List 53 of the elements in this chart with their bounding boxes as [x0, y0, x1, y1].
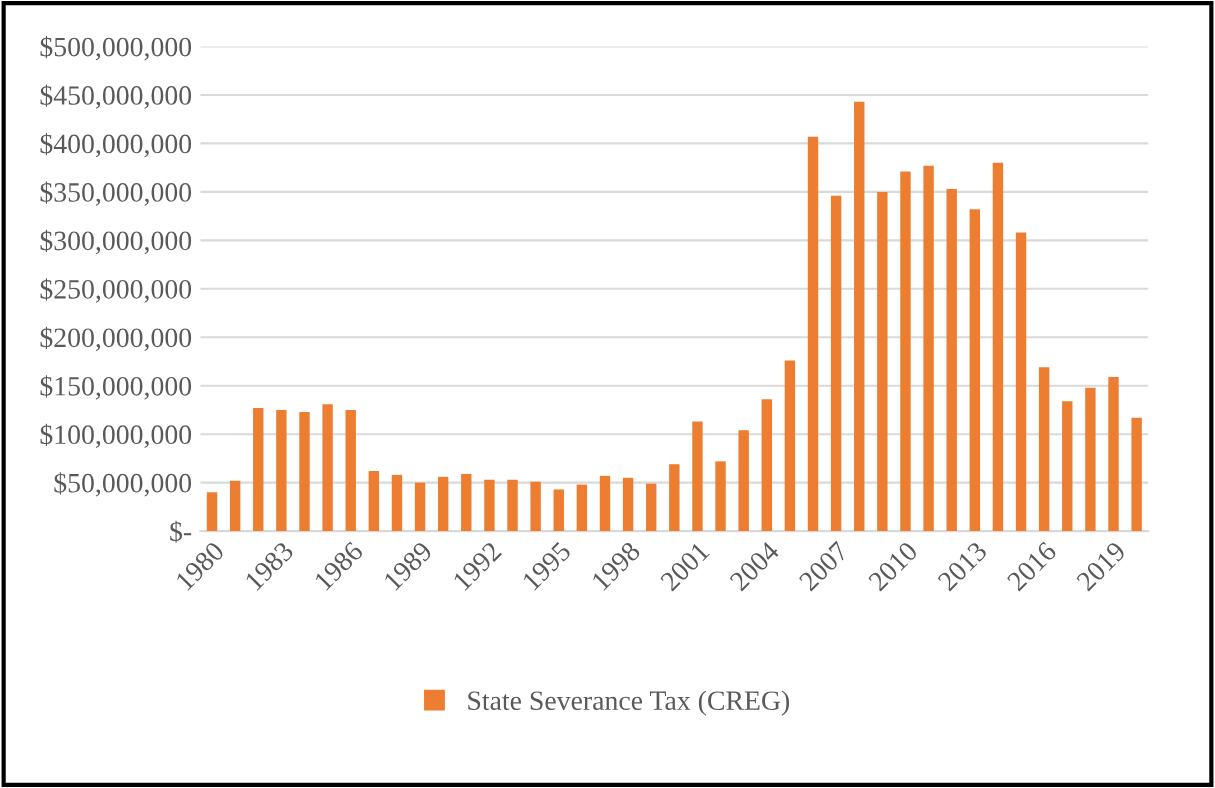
- bar: [437, 476, 449, 532]
- y-tick-label: $300,000,000: [40, 229, 192, 255]
- bar: [229, 480, 241, 532]
- bar: [1108, 377, 1119, 532]
- bar: [1062, 401, 1073, 532]
- y-tick-label: $350,000,000: [40, 181, 192, 206]
- y-tick-label: $500,000,000: [40, 36, 192, 61]
- bar: [669, 464, 680, 532]
- bar: [322, 404, 333, 532]
- bar: [484, 479, 495, 532]
- bar: [969, 209, 981, 532]
- bar: [784, 360, 796, 532]
- bar: [761, 399, 772, 532]
- y-tick-label: $150,000,000: [40, 375, 192, 400]
- bar: [345, 409, 356, 532]
- bar: [692, 421, 703, 532]
- bar: [368, 471, 380, 532]
- bar: [807, 136, 819, 532]
- bar: [599, 475, 611, 532]
- y-tick-label: $200,000,000: [40, 326, 192, 352]
- bar: [461, 473, 472, 532]
- bar: [854, 101, 865, 532]
- y-tick-label: $100,000,000: [40, 423, 192, 449]
- bar: [738, 430, 749, 532]
- y-tick-label: $250,000,000: [40, 278, 192, 303]
- bar: [646, 483, 657, 532]
- bar: [414, 482, 426, 532]
- bar: [715, 461, 726, 532]
- bar: [299, 411, 310, 532]
- bar: [276, 409, 287, 532]
- y-tick-label: $400,000,000: [40, 132, 192, 158]
- bar: [507, 479, 518, 532]
- bar: [1015, 232, 1027, 532]
- bar: [900, 171, 911, 532]
- bar: [1038, 367, 1050, 532]
- bar: [946, 188, 957, 532]
- y-tick-label: $-: [170, 520, 192, 543]
- y-tick-label: $50,000,000: [54, 472, 192, 497]
- bar: [877, 191, 888, 532]
- bar: [391, 474, 403, 532]
- bar: [206, 492, 218, 532]
- bar: [923, 165, 934, 532]
- bar: [622, 477, 634, 532]
- bar: [1085, 387, 1096, 532]
- bar: [576, 484, 588, 532]
- bar: [530, 481, 541, 532]
- legend-label: State Severance Tax (CREG): [468, 690, 790, 716]
- bar: [1131, 417, 1142, 532]
- bar: [253, 408, 264, 532]
- y-tick-label: $450,000,000: [40, 84, 192, 109]
- bar: [553, 489, 564, 532]
- bar: [830, 195, 842, 532]
- bar: [992, 162, 1004, 532]
